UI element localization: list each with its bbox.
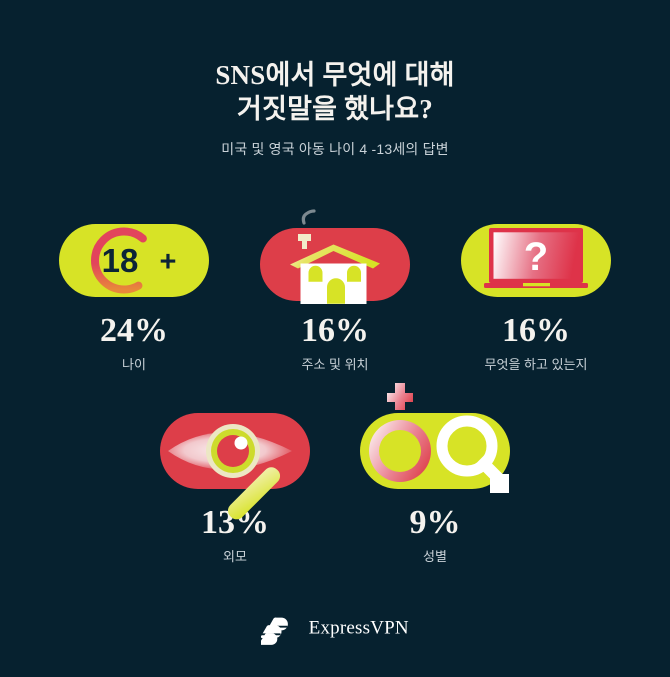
- svg-text:+: +: [160, 246, 177, 278]
- svg-text:18: 18: [102, 242, 139, 279]
- svg-text:?: ?: [524, 235, 548, 279]
